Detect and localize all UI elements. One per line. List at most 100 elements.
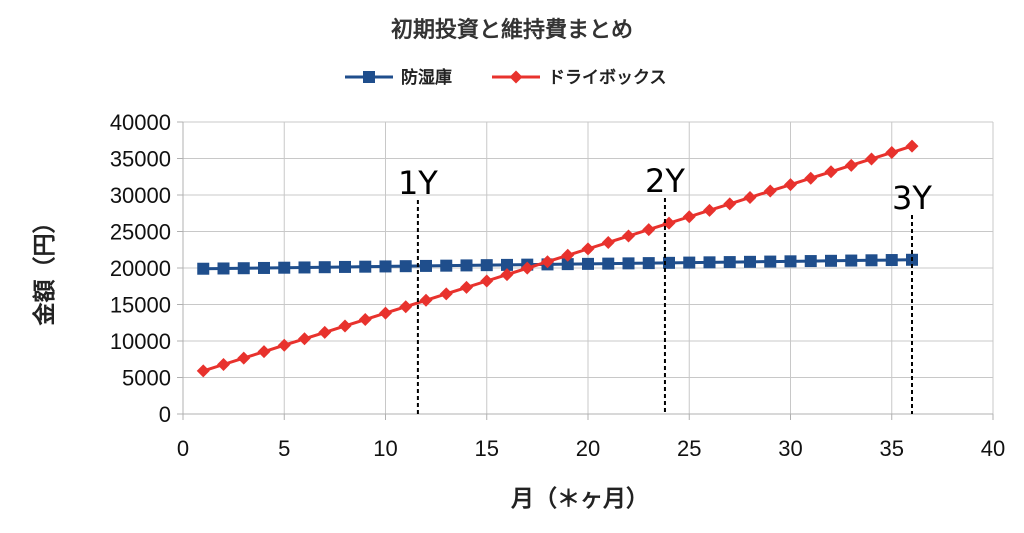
data-point bbox=[277, 338, 291, 352]
data-point bbox=[905, 139, 919, 153]
data-point bbox=[500, 268, 514, 282]
data-point bbox=[217, 262, 230, 275]
data-point bbox=[399, 300, 413, 314]
x-tick-label: 20 bbox=[576, 436, 600, 461]
data-point bbox=[764, 255, 777, 268]
data-point bbox=[885, 146, 899, 160]
data-point bbox=[460, 259, 473, 272]
legend-label: 防湿庫 bbox=[401, 67, 452, 88]
data-point bbox=[824, 165, 838, 179]
data-point bbox=[460, 280, 473, 294]
data-point bbox=[196, 364, 210, 378]
data-point bbox=[744, 255, 756, 268]
data-point bbox=[237, 351, 251, 365]
y-tick-label: 40000 bbox=[110, 110, 171, 135]
data-point bbox=[723, 197, 737, 211]
legend-swatch-marker bbox=[363, 71, 375, 83]
series-layer bbox=[196, 139, 919, 378]
data-point bbox=[278, 261, 291, 274]
data-point bbox=[379, 306, 392, 320]
y-tick-label: 30000 bbox=[110, 183, 171, 208]
data-point bbox=[642, 257, 655, 270]
x-tick-label: 5 bbox=[278, 436, 290, 461]
data-point bbox=[440, 259, 453, 272]
data-point bbox=[743, 190, 757, 204]
legend-label: ドライボックス bbox=[548, 68, 667, 88]
data-point bbox=[784, 178, 797, 192]
y-tick-label: 20000 bbox=[110, 256, 171, 281]
data-point bbox=[865, 254, 878, 267]
data-point bbox=[845, 254, 858, 267]
y-tick-label: 15000 bbox=[110, 293, 171, 318]
data-point bbox=[258, 261, 270, 274]
data-point bbox=[703, 203, 716, 217]
data-point bbox=[723, 256, 736, 269]
y-tick-label: 10000 bbox=[110, 329, 171, 354]
y-axis-label: 金額（円） bbox=[31, 211, 58, 327]
data-point bbox=[844, 158, 858, 172]
data-point bbox=[622, 229, 635, 243]
data-point bbox=[379, 260, 392, 273]
data-point bbox=[480, 274, 494, 288]
data-point bbox=[298, 261, 311, 274]
x-tick-label: 10 bbox=[373, 436, 397, 461]
data-point bbox=[420, 259, 432, 272]
x-tick-label: 15 bbox=[475, 436, 499, 461]
axes bbox=[177, 121, 994, 420]
data-point bbox=[804, 171, 818, 185]
data-point bbox=[541, 255, 554, 269]
data-point bbox=[825, 254, 837, 267]
data-point bbox=[318, 325, 332, 339]
y-tick-label: 5000 bbox=[122, 366, 171, 391]
data-point bbox=[885, 254, 898, 267]
annotation-label: 3Y bbox=[892, 179, 932, 217]
data-point bbox=[419, 293, 433, 307]
data-point bbox=[501, 258, 513, 271]
data-point bbox=[561, 248, 575, 262]
legend-swatch-marker bbox=[509, 70, 523, 84]
y-tick-labels: 0 5000 10000 15000 20000 25000 30000 35000 40000 bbox=[110, 110, 171, 427]
chart-title: 初期投資と維持費まとめ bbox=[391, 17, 633, 43]
data-point bbox=[622, 257, 635, 270]
data-point bbox=[602, 257, 615, 270]
data-point bbox=[237, 262, 250, 275]
data-point bbox=[682, 210, 696, 224]
data-point bbox=[339, 260, 351, 273]
x-tick-label: 40 bbox=[981, 436, 1005, 461]
x-tick-label: 30 bbox=[778, 436, 802, 461]
data-point bbox=[663, 256, 675, 269]
data-point bbox=[520, 261, 534, 275]
data-point bbox=[197, 262, 210, 275]
annotation-label: 2Y bbox=[645, 162, 685, 200]
x-axis-label: 月（＊ヶ月） bbox=[510, 485, 649, 512]
data-point bbox=[399, 260, 412, 273]
x-tick-label: 35 bbox=[880, 436, 904, 461]
data-point bbox=[865, 152, 878, 166]
data-point bbox=[804, 255, 817, 268]
legend: 防湿庫 ドライボックス bbox=[345, 67, 667, 88]
data-point bbox=[359, 260, 372, 273]
data-point bbox=[298, 332, 311, 346]
y-tick-label: 35000 bbox=[110, 147, 171, 172]
x-tick-labels: 0 5 10 15 20 25 30 35 40 bbox=[177, 436, 1005, 461]
data-point bbox=[703, 256, 716, 269]
data-point bbox=[561, 258, 574, 271]
data-point bbox=[763, 184, 777, 198]
data-point bbox=[581, 242, 595, 256]
y-tick-label: 25000 bbox=[110, 220, 171, 245]
data-point bbox=[601, 235, 615, 249]
x-tick-label: 0 bbox=[177, 436, 189, 461]
y-tick-label: 0 bbox=[159, 402, 171, 427]
data-point bbox=[217, 358, 230, 372]
data-point bbox=[358, 313, 372, 327]
data-point bbox=[642, 223, 656, 237]
x-tick-label: 25 bbox=[677, 436, 701, 461]
data-point bbox=[318, 261, 331, 274]
data-point bbox=[582, 257, 594, 270]
data-point bbox=[683, 256, 696, 269]
annotations-layer: 1Y 2Y 3Y bbox=[398, 162, 932, 414]
data-point bbox=[784, 255, 797, 268]
annotation-label: 1Y bbox=[398, 164, 438, 202]
data-point bbox=[257, 345, 271, 359]
